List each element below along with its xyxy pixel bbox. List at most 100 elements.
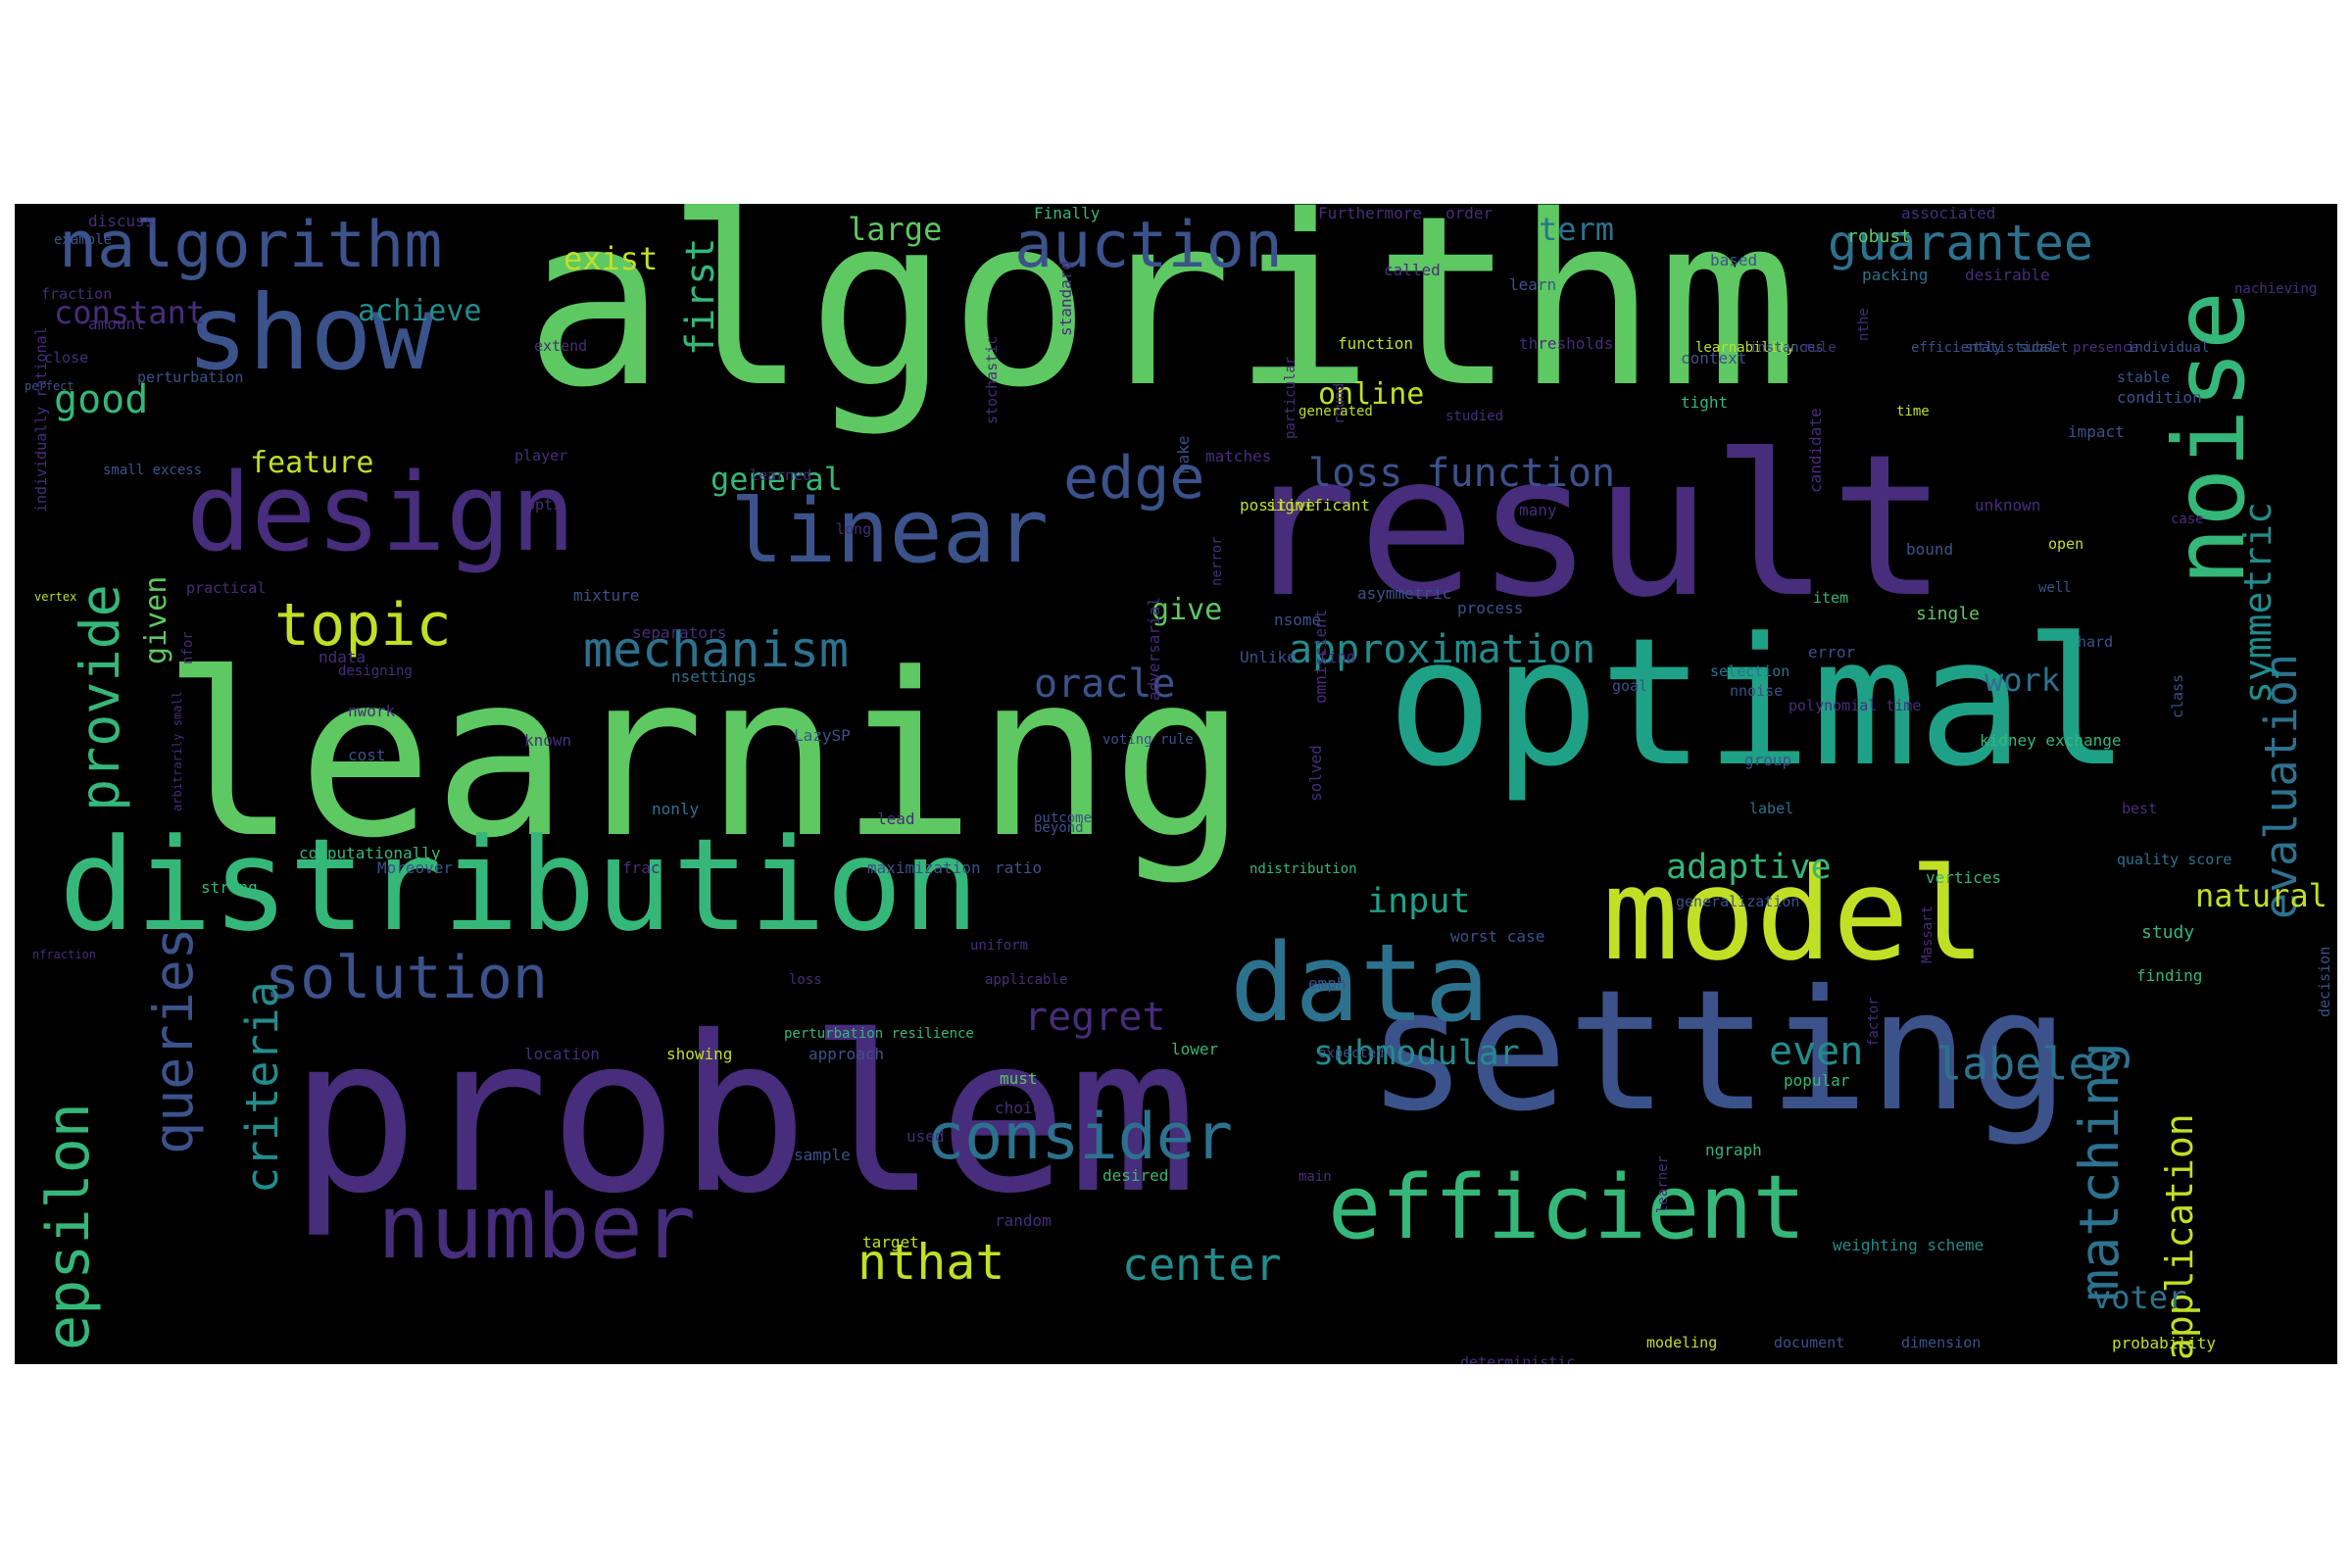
word-instances: instances [1749, 340, 1824, 356]
word-unknown: unknown [1975, 496, 2041, 514]
word-uniform: uniform [970, 938, 1029, 954]
word-example: example [54, 232, 113, 248]
word-location: location [524, 1045, 601, 1063]
word-order: order [1446, 204, 1494, 222]
word-adversarial: adversarial [1145, 597, 1163, 701]
word-matches: matches [1205, 447, 1272, 466]
word-strong: strong [201, 878, 258, 897]
word-function: function [1338, 334, 1414, 353]
word-close: close [44, 349, 89, 367]
word-studied: studied [1446, 409, 1504, 424]
word-auction: auction [1014, 209, 1283, 282]
word-group: group [1744, 751, 1792, 769]
word-design: design [186, 450, 576, 575]
word-work: work [1984, 662, 2061, 699]
word-nfraction: nfraction [32, 948, 97, 961]
word-separators: separators [632, 623, 727, 642]
word-nthe: nthe [1856, 308, 1872, 341]
word-standard: standard [1056, 260, 1075, 336]
word-give: give [1152, 593, 1223, 627]
word-nthat: nthat [858, 1234, 1005, 1291]
word-model: model [1602, 840, 1986, 989]
word-loss-function: loss function [1308, 451, 1616, 496]
word-large: large [848, 211, 943, 248]
word-rule: rule [1803, 340, 1837, 356]
word-designing: designing [338, 663, 413, 679]
word-finding: finding [2136, 966, 2203, 985]
word-probability: probability [2112, 1334, 2216, 1352]
word-asymmetric: asymmetric [1357, 584, 1452, 603]
word-tight: tight [1681, 393, 1729, 412]
word-approximation: approximation [1289, 627, 1596, 672]
word-regret: regret [1024, 995, 1166, 1040]
word-furthermore: Furthermore [1318, 204, 1422, 222]
word-cost: cost [348, 746, 386, 764]
word-stable: stable [2117, 368, 2171, 386]
word-queries: queries [142, 927, 205, 1154]
word-nnoise: nnoise [1730, 682, 1784, 700]
word-efficiently: efficiently [1911, 340, 2002, 356]
word-stochastic: stochastic [983, 335, 1001, 424]
word-epsilon: epsilon [34, 1102, 103, 1350]
word-random: random [995, 1211, 1052, 1230]
word-unlike: Unlike [1240, 648, 1297, 666]
word-candidate: candidate [1806, 408, 1825, 493]
word-achieve: achieve [358, 294, 482, 328]
word-factor: factor [1866, 997, 1882, 1047]
word-moreover: Moreover [377, 858, 454, 877]
word-deterministic: deterministic [1460, 1353, 1576, 1365]
word-constant: constant [54, 294, 206, 331]
word-nerror: nerror [1209, 536, 1225, 586]
word-nwork: nwork [348, 702, 396, 720]
word-consider: consider [926, 1101, 1234, 1174]
word-input: input [1367, 882, 1471, 921]
word-center: center [1122, 1239, 1282, 1291]
word-edge: edge [1063, 444, 1205, 513]
word-problem: problem [289, 990, 1199, 1241]
word-lead: lead [877, 809, 915, 828]
word-dimension: dimension [1901, 1334, 1982, 1351]
word-long: long [836, 520, 872, 538]
word-setting: setting [1367, 955, 2070, 1149]
word-voting-rule: voting rule [1102, 732, 1194, 748]
word-quality-score: quality score [2117, 851, 2232, 868]
word-worst-case: worst case [1450, 927, 1545, 946]
word-show: show [186, 273, 434, 393]
word-many: many [1519, 501, 1557, 519]
word-nalgorithm: nalgorithm [59, 209, 443, 282]
word-nachieving: nachieving [2234, 281, 2318, 297]
word-robust: robust [1847, 226, 1912, 247]
word-finally: Finally [1034, 204, 1101, 222]
word-subset: subset [2019, 340, 2069, 356]
word-result: result [1240, 413, 1948, 641]
word-associated: associated [1901, 204, 1996, 222]
word-kidney-exchange: kidney exchange [1980, 731, 2122, 750]
word-time: time [1896, 404, 1930, 419]
word-nsome: nsome [1274, 611, 1322, 629]
word-opts: opts [526, 496, 563, 514]
word-learned: learned [750, 466, 812, 484]
word-nsettings: nsettings [671, 667, 757, 686]
word-ndistribution: ndistribution [1250, 861, 1357, 877]
word-particular: particular [1283, 356, 1298, 439]
word-feature: feature [250, 446, 374, 480]
word-positive: positive [1240, 496, 1316, 514]
word-selection: selection [1710, 662, 1790, 680]
word-submodular: submodular [1313, 1034, 1520, 1073]
word-optimal: optimal [1387, 601, 2131, 806]
word-even: even [1769, 1029, 1864, 1074]
word-outcome: outcome [1034, 810, 1093, 826]
word-popular: popular [1784, 1071, 1850, 1090]
word-polynomial-time: polynomial time [1788, 697, 1922, 714]
word-solved: solved [1306, 745, 1325, 802]
word-linear: linear [730, 480, 1050, 583]
word-decision: decision [2316, 946, 2333, 1017]
word-must: must [1000, 1069, 1038, 1088]
word-thresholds: thresholds [1519, 334, 1614, 353]
word-condition: condition [2117, 388, 2202, 407]
word-learning: learning [162, 626, 1248, 888]
word-individually-rational: individually rational [32, 326, 50, 513]
word-lower: lower [1171, 1040, 1219, 1058]
word-generated: generated [1298, 404, 1373, 419]
word-first: first [678, 237, 723, 356]
